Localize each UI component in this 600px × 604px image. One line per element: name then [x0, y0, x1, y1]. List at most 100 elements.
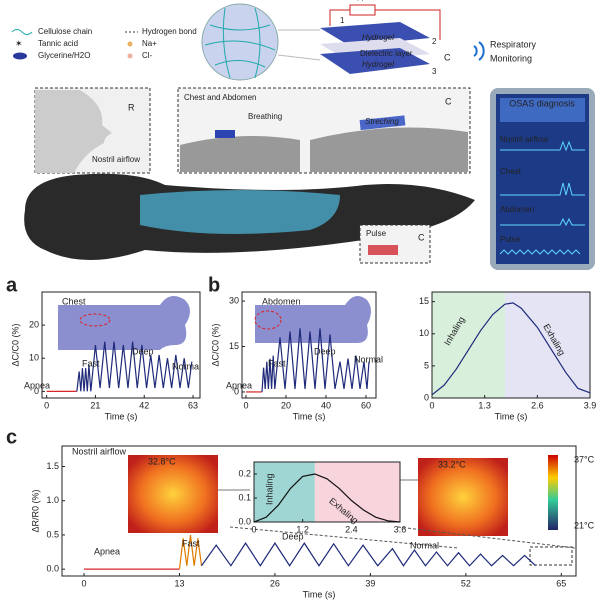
inset-label: Pulse [366, 229, 387, 238]
plot-frame [241, 291, 377, 399]
annotation: Deep [314, 346, 336, 356]
pulse-inset [359, 224, 431, 264]
panel-label: c [6, 426, 17, 448]
y-tick-label: 1.0 [46, 495, 59, 505]
y-tick-label: 0 [34, 386, 39, 396]
resistor: R [357, 0, 364, 2]
x-axis-label: Time (s) [495, 411, 528, 421]
y-tick-label: 0 [424, 392, 429, 402]
annotation: 32.8°C [148, 456, 176, 466]
x-tick-label: 3.6 [394, 524, 407, 534]
panel-label: b [208, 274, 220, 296]
annotation: 33.2°C [438, 459, 466, 469]
plot-frame [41, 291, 201, 399]
osas-row: Abdomen [500, 205, 534, 214]
annotation: Apnea [24, 380, 50, 390]
region [314, 462, 400, 522]
annotation: Normal [410, 540, 439, 550]
annotation: Chest [62, 296, 86, 306]
annotation: Nostril airflow [72, 446, 127, 456]
series-line [76, 341, 193, 392]
y-tick-label: 0.0 [238, 516, 251, 526]
x-tick-label: 26 [270, 578, 280, 588]
y-tick-label: 10 [419, 328, 429, 338]
plot-frame [253, 461, 401, 523]
region [254, 462, 315, 522]
title: Monitoring [490, 53, 532, 63]
x-tick-label: 21 [90, 400, 100, 410]
layer-label: Hydrogel [362, 60, 394, 69]
network [201, 3, 279, 81]
x-tick-label: 20 [281, 400, 291, 410]
x-tick-label: 0 [82, 578, 87, 588]
label: Streching [365, 117, 399, 126]
plot-frame [431, 291, 591, 399]
legend-item: Glycerine/H2O [38, 51, 90, 60]
osas-row: Pulse [500, 235, 521, 244]
series-line [253, 473, 401, 523]
legend-item: Cellulose chain [38, 27, 92, 36]
region [504, 292, 590, 398]
x-tick-label: 2.4 [345, 524, 358, 534]
y-tick-label: 15 [419, 296, 429, 306]
y-tick-label: 0.2 [238, 468, 251, 478]
plot-frame [61, 445, 577, 577]
thermal-image [418, 458, 508, 536]
annotation: Fast [268, 358, 286, 368]
annotation: 21°C [574, 520, 595, 530]
capacitor: C [444, 52, 451, 62]
y-tick-label: 0.5 [46, 529, 59, 539]
annotation: Fast [182, 538, 200, 548]
annotation: Deep [282, 531, 304, 541]
x-tick-label: 0 [251, 524, 256, 534]
y-tick-label: 0.0 [46, 564, 59, 574]
osas-title: OSAS diagnosis [509, 98, 575, 108]
connector [218, 479, 418, 491]
x-axis-label: Time (s) [293, 411, 326, 421]
layer-label: Hydrogel [362, 33, 394, 42]
zoom-line [229, 526, 576, 549]
x-tick-label: 40 [321, 400, 331, 410]
port: 1 [340, 16, 345, 25]
annotation: 37°C [574, 454, 595, 464]
x-tick-label: 3.9 [584, 400, 597, 410]
x-tick-label: 2.6 [531, 400, 544, 410]
legend: Cellulose chain ✶ Tannic acid Glycerine/H… [11, 27, 197, 60]
annotation: Inhaling [264, 473, 274, 505]
x-tick-label: 60 [361, 400, 371, 410]
silhouette [58, 296, 190, 350]
device: Hydrogel Dielectric layer Hydrogel R 1 2… [320, 0, 451, 76]
signal-label: C [445, 96, 452, 106]
annotation: Normal [172, 361, 201, 371]
y-axis-label: ΔC/C0 (%) [10, 323, 20, 366]
x-tick-label: 0 [429, 400, 434, 410]
thermal-image [128, 455, 218, 533]
x-tick-label: 65 [556, 578, 566, 588]
x-tick-label: 63 [188, 400, 198, 410]
signal-label: R [128, 102, 135, 112]
annotation: Apnea [226, 380, 252, 390]
icon [13, 52, 27, 60]
title: Respiratory [490, 39, 537, 49]
y-tick-label: 0 [234, 386, 239, 396]
annotation: Deep [132, 346, 154, 356]
x-tick-label: 1.3 [478, 400, 491, 410]
y-tick-label: 20 [29, 320, 39, 330]
signal-label: C [418, 232, 425, 242]
y-tick-label: 5 [424, 360, 429, 370]
colorbar [548, 455, 558, 530]
legend-item: Tannic acid [38, 39, 78, 48]
layer-label: Dielectric layer [360, 49, 413, 58]
y-axis-label: ΔR/R0 (%) [30, 489, 40, 532]
icon: ✶ [15, 38, 23, 48]
annotation: Abdomen [262, 296, 301, 306]
y-tick-label: 10 [29, 353, 39, 363]
x-tick-label: 0 [243, 400, 248, 410]
legend-item: Cl- [142, 51, 153, 60]
x-tick-label: 1.2 [296, 524, 309, 534]
y-axis-label: ΔC/C0 (%) [210, 323, 220, 366]
series-line [261, 328, 370, 392]
annotation: Normal [354, 354, 383, 364]
annotation: Apnea [94, 546, 120, 556]
osas-row: Nostril airflow [500, 135, 548, 144]
